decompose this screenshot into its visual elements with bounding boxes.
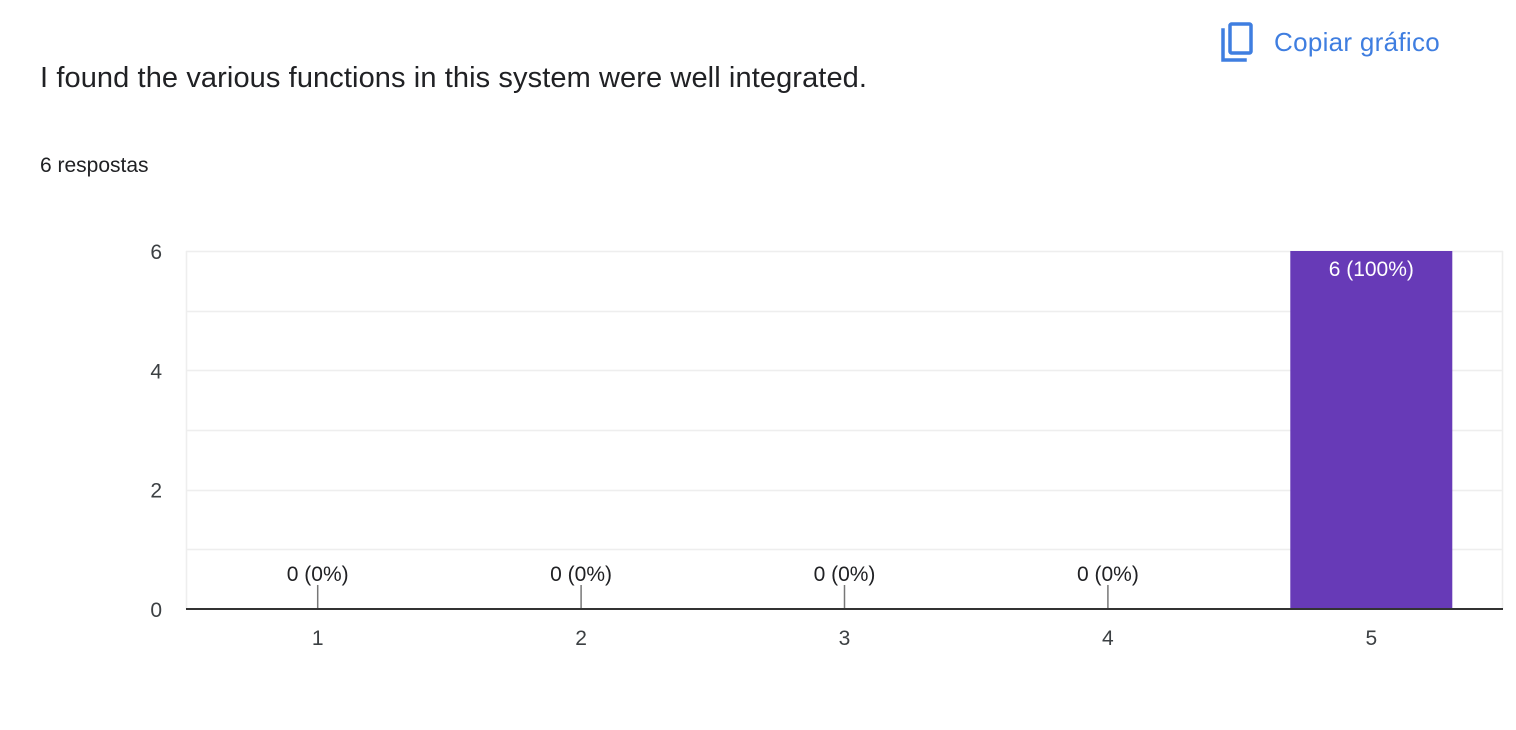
data-label-3: 0 (0%) <box>814 563 876 586</box>
y-tick-label: 4 <box>150 360 162 383</box>
data-label-2: 0 (0%) <box>550 563 612 586</box>
data-label-4: 0 (0%) <box>1077 563 1139 586</box>
x-tick-label-2: 2 <box>575 627 587 650</box>
x-tick-label-5: 5 <box>1365 627 1377 650</box>
response-count: 6 respostas <box>40 154 149 177</box>
copy-chart-button[interactable]: Copiar gráfico <box>1206 14 1454 70</box>
y-tick-label: 2 <box>150 480 162 503</box>
x-tick-label-1: 1 <box>312 627 324 650</box>
copy-chart-label: Copiar gráfico <box>1274 26 1441 57</box>
question-title: I found the various functions in this sy… <box>40 62 868 94</box>
y-tick-label: 6 <box>150 241 162 264</box>
data-label-5: 6 (100%) <box>1329 258 1414 281</box>
x-tick-label-3: 3 <box>839 627 851 650</box>
bar-5 <box>1290 251 1453 609</box>
copy-icon <box>1221 22 1253 62</box>
x-tick-label-4: 4 <box>1102 627 1114 650</box>
y-tick-label: 0 <box>150 599 162 622</box>
data-label-1: 0 (0%) <box>287 563 349 586</box>
